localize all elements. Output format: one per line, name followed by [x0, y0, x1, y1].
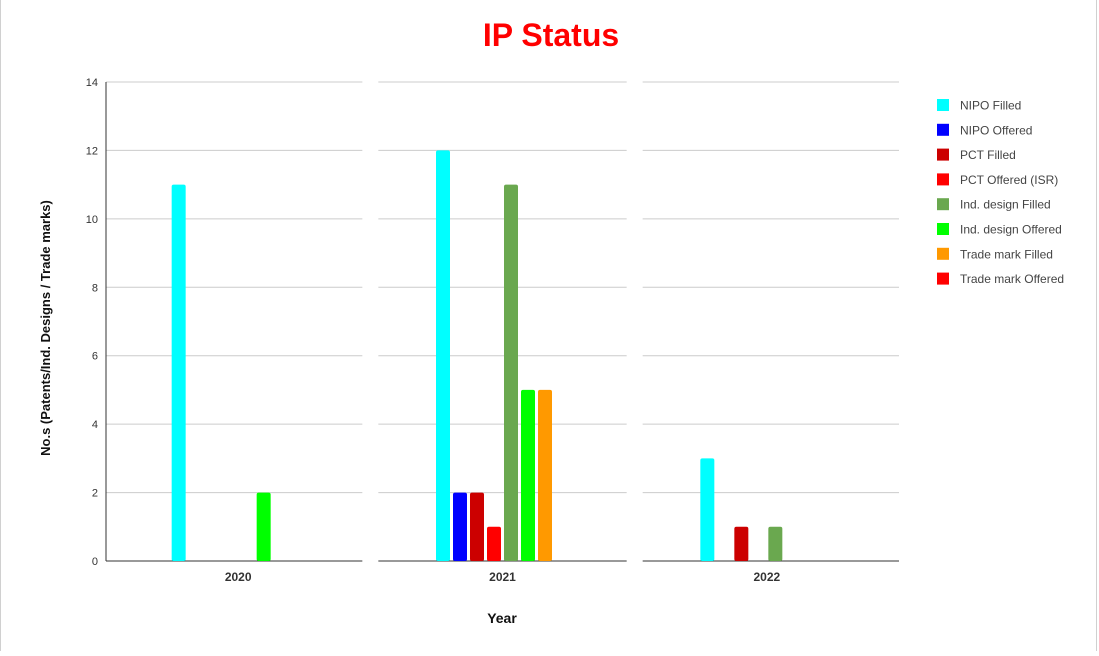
x-tick-label: 2021: [489, 570, 516, 584]
legend-swatch[interactable]: [937, 123, 949, 136]
y-tick-label: 12: [86, 145, 98, 157]
y-tick-label: 2: [92, 488, 98, 500]
y-tick-label: 4: [92, 419, 98, 431]
y-tick-label: 8: [92, 282, 98, 294]
legend-label[interactable]: NIPO Filled: [960, 99, 1021, 113]
legend-swatch[interactable]: [937, 173, 949, 186]
grid-lines: [105, 81, 899, 562]
legend-label[interactable]: Ind. design Offered: [960, 223, 1062, 237]
bar-2022-nipo-filled[interactable]: [700, 458, 715, 561]
bar-2021-pct-offered-isr[interactable]: [487, 526, 501, 561]
bar-2020-nipo-filled[interactable]: [171, 184, 186, 561]
legend-label[interactable]: NIPO Offered: [960, 123, 1032, 137]
y-axis-ticks: 0 2 4 6 8 10 12 14: [86, 77, 98, 568]
legend-swatch[interactable]: [937, 198, 949, 211]
legend-label[interactable]: PCT Offered (ISR): [960, 173, 1058, 187]
legend-swatch[interactable]: [937, 223, 949, 235]
x-tick-label: 2022: [753, 570, 780, 584]
bar-2021-nipo-offered[interactable]: [453, 492, 467, 561]
y-tick-label: 0: [92, 556, 98, 568]
bar-2022-ind-design-filled[interactable]: [768, 526, 783, 561]
bar-2021-ind-design-filled[interactable]: [504, 184, 518, 561]
x-axis-title: Year: [487, 610, 517, 626]
y-tick-label: 10: [86, 214, 98, 226]
legend-label[interactable]: Trade mark Offered: [960, 272, 1064, 286]
x-axis-ticks: 2020 2021 2022: [225, 570, 781, 584]
y-tick-label: 14: [86, 77, 98, 89]
legend-swatch[interactable]: [937, 99, 949, 111]
bar-2021-trade-mark-filled[interactable]: [538, 389, 552, 561]
x-tick-label: 2020: [225, 570, 252, 584]
bars: [171, 150, 783, 561]
legend-swatch[interactable]: [937, 247, 949, 260]
bar-2021-nipo-filled[interactable]: [436, 150, 450, 561]
bar-2020-ind-design-offered[interactable]: [256, 492, 271, 561]
legend-label[interactable]: Ind. design Filled: [960, 198, 1051, 212]
chart-title: IP Status: [483, 17, 619, 53]
legend-swatch[interactable]: [937, 272, 949, 285]
legend: NIPO Filled NIPO Offered PCT Filled PCT Off…: [937, 99, 1064, 286]
legend-label[interactable]: PCT Filled: [960, 148, 1016, 162]
legend-label[interactable]: Trade mark Filled: [960, 247, 1053, 261]
bar-2022-pct-filled[interactable]: [734, 526, 749, 561]
y-tick-label: 6: [92, 351, 98, 363]
y-axis-title: No.s (Patents/Ind. Designs / Trade marks…: [38, 200, 53, 456]
bar-2021-ind-design-offered[interactable]: [521, 389, 535, 561]
legend-swatch[interactable]: [937, 148, 949, 161]
bar-2021-pct-filled[interactable]: [470, 492, 484, 561]
